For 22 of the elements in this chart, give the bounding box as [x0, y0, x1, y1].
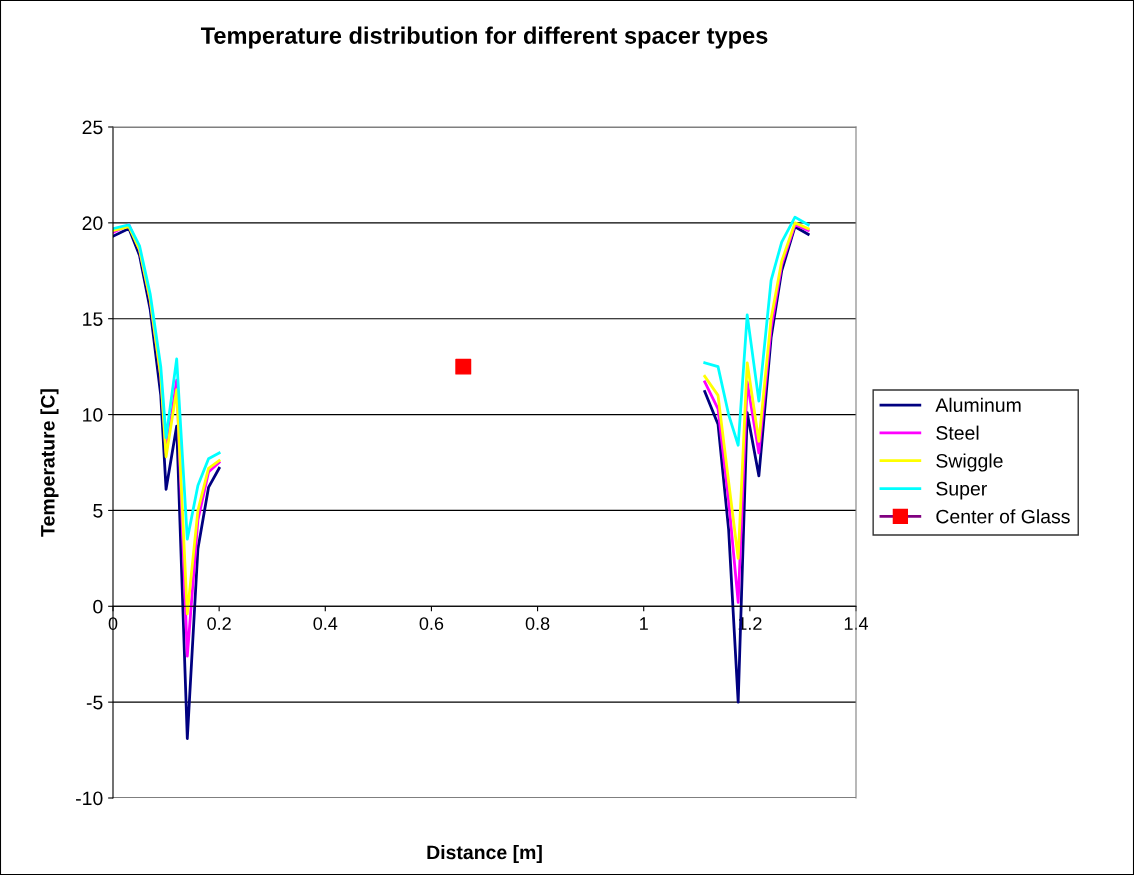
y-tick-label: 20 — [82, 216, 103, 231]
legend-label: Aluminum — [935, 397, 1021, 413]
y-tick-label: 5 — [93, 504, 103, 518]
legend-label: Super — [936, 481, 987, 500]
y-tick-label: 10 — [83, 408, 103, 422]
y-tick-label: -5 — [86, 695, 103, 710]
legend-label: Steel — [936, 425, 979, 440]
x-tick-label: 0.2 — [207, 617, 231, 630]
y-tick-label: 0 — [93, 599, 103, 614]
x-tick-label: 0.4 — [313, 617, 338, 630]
legend-label: Center of Glass — [936, 509, 1070, 524]
y-tick-label: 15 — [83, 312, 103, 326]
x-tick-label: 0.8 — [525, 617, 550, 630]
x-axis-title: Distance [m] — [427, 844, 542, 864]
y-tick-label: -10 — [76, 791, 103, 806]
y-tick-label: 25 — [82, 120, 103, 135]
chart-title: Temperature distribution for different spacer types — [200, 26, 768, 49]
legend-label: Swiggle — [936, 453, 1003, 472]
x-tick-label: 1 — [640, 617, 648, 630]
y-axis-title: Temperature [C] — [40, 389, 59, 537]
x-tick-label: 0.6 — [419, 617, 444, 630]
x-tick-label: 1.4 — [844, 617, 869, 630]
